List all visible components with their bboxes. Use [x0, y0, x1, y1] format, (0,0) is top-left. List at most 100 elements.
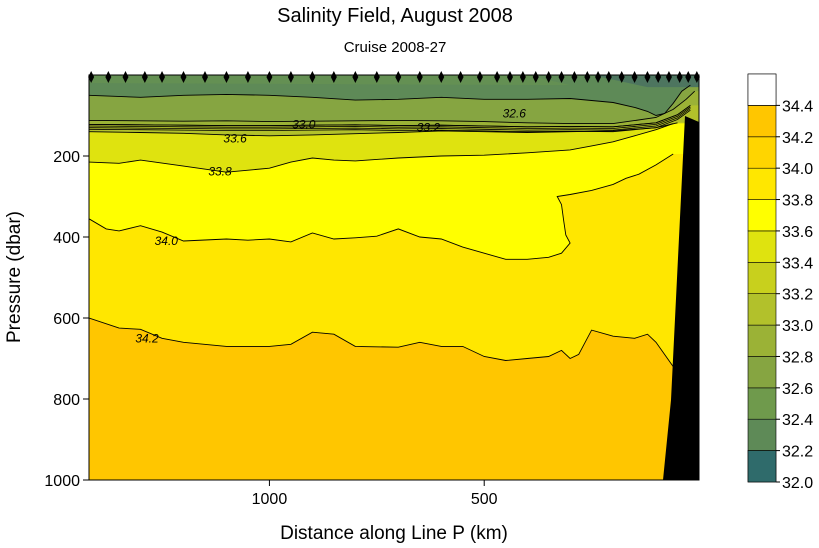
colorbar-label: 33.0	[782, 318, 813, 335]
station-marker	[644, 71, 651, 83]
station-marker	[223, 71, 230, 83]
seafloor-bathymetry	[663, 116, 699, 480]
station-marker	[266, 71, 273, 83]
colorbar-segment	[747, 450, 777, 483]
colorbar-segment	[747, 387, 777, 420]
x-tick-label: 1000	[252, 491, 288, 508]
station-marker	[457, 71, 464, 83]
contour-line-pycnocline	[89, 108, 691, 131]
station-marker	[395, 71, 402, 83]
station-marker	[416, 71, 423, 83]
y-axis-label: Pressure (dbar)	[4, 211, 25, 343]
station-marker	[558, 71, 565, 83]
colorbar-label: 34.0	[782, 161, 813, 178]
station-marker	[605, 71, 612, 83]
contour-label-34-2: 34.2	[135, 331, 159, 345]
station-marker	[519, 71, 526, 83]
station-marker	[122, 71, 129, 83]
contour-line-34-0	[89, 153, 674, 260]
station-marker	[201, 71, 208, 83]
station-marker	[631, 71, 638, 83]
station-marker	[287, 71, 294, 83]
y-tick-label: 400	[53, 230, 80, 247]
y-tick-label: 200	[53, 149, 80, 166]
contour-label-33-6: 33.6	[223, 132, 247, 146]
contour-line-33-6	[89, 122, 678, 137]
colorbar-segment	[747, 105, 777, 138]
contour-line-pycnocline	[89, 105, 691, 128]
contour-label-33-8: 33.8	[208, 164, 232, 178]
station-marker	[159, 71, 166, 83]
station-marker	[693, 71, 700, 83]
station-marker	[244, 71, 251, 83]
fill-surface-layer	[89, 75, 571, 86]
station-marker	[494, 71, 501, 83]
contour-label-34-0: 34.0	[155, 234, 179, 248]
station-marker	[105, 71, 112, 83]
contour-labels: 32.6 33.0 33.2 33.6 33.8 34.0 34.2	[135, 107, 526, 346]
contour-lines	[89, 84, 696, 384]
station-marker	[352, 71, 359, 83]
station-marker	[676, 71, 683, 83]
station-marker	[476, 71, 483, 83]
station-marker	[309, 71, 316, 83]
colorbar: 32.0 32.2 32.4 32.6 32.8 33.0 33.2 33.4 33.6 33.8…	[747, 73, 813, 492]
y-tick-label: 1000	[44, 473, 80, 490]
contour-line-pycnocline	[89, 106, 691, 129]
station-marker	[88, 71, 95, 83]
colorbar-segment	[747, 356, 777, 389]
fill-band-above-32.6	[89, 75, 699, 116]
fill-fresh-surface	[591, 75, 699, 88]
contour-label-32-6: 32.6	[503, 107, 527, 121]
station-marker	[373, 71, 380, 83]
colorbar-segment	[747, 199, 777, 232]
colorbar-segment	[747, 73, 777, 106]
salinity-fill-layers	[89, 75, 699, 480]
y-tick-label: 600	[53, 311, 80, 328]
contour-label-33-0: 33.0	[292, 117, 316, 131]
colorbar-label: 32.8	[782, 349, 813, 366]
station-marker	[141, 71, 148, 83]
station-marker	[506, 71, 513, 83]
colorbar-label: 34.4	[782, 98, 813, 115]
station-marker	[685, 71, 692, 83]
station-marker	[584, 71, 591, 83]
colorbar-label: 32.2	[782, 444, 813, 461]
contour-label-33-2: 33.2	[417, 121, 441, 135]
station-marker	[618, 71, 625, 83]
x-axis: 1000 500	[252, 480, 498, 508]
station-marker	[655, 71, 662, 83]
station-marker	[180, 71, 187, 83]
contour-line-34-2	[89, 317, 683, 384]
plot-frame	[88, 74, 700, 481]
colorbar-label: 32.0	[782, 475, 813, 492]
station-marker	[571, 71, 578, 83]
station-marker	[545, 71, 552, 83]
colorbar-label: 33.2	[782, 287, 813, 304]
station-marker	[438, 71, 445, 83]
colorbar-segment	[747, 136, 777, 169]
station-marker	[330, 71, 337, 83]
station-markers	[88, 71, 700, 83]
x-axis-label: Distance along Line P (km)	[280, 523, 508, 544]
colorbar-segment	[747, 324, 777, 357]
contour-line-33-0	[89, 90, 696, 125]
chart-title: Salinity Field, August 2008	[277, 5, 513, 27]
colorbar-label: 34.2	[782, 130, 813, 147]
station-marker	[532, 71, 539, 83]
chart-subtitle: Cruise 2008-27	[344, 39, 447, 56]
colorbar-label: 33.8	[782, 193, 813, 210]
colorbar-segment	[747, 167, 777, 200]
station-marker	[595, 71, 602, 83]
colorbar-segment	[747, 230, 777, 263]
colorbar-segment	[747, 293, 777, 326]
y-tick-label: 800	[53, 392, 80, 409]
colorbar-label: 32.4	[782, 412, 813, 429]
contour-line-pycnocline	[89, 109, 691, 133]
colorbar-label: 33.6	[782, 224, 813, 241]
y-axis: 200 400 600 800 1000	[44, 149, 89, 490]
colorbar-segment	[747, 261, 777, 294]
colorbar-label: 32.6	[782, 381, 813, 398]
contour-line-33-8	[89, 123, 674, 173]
